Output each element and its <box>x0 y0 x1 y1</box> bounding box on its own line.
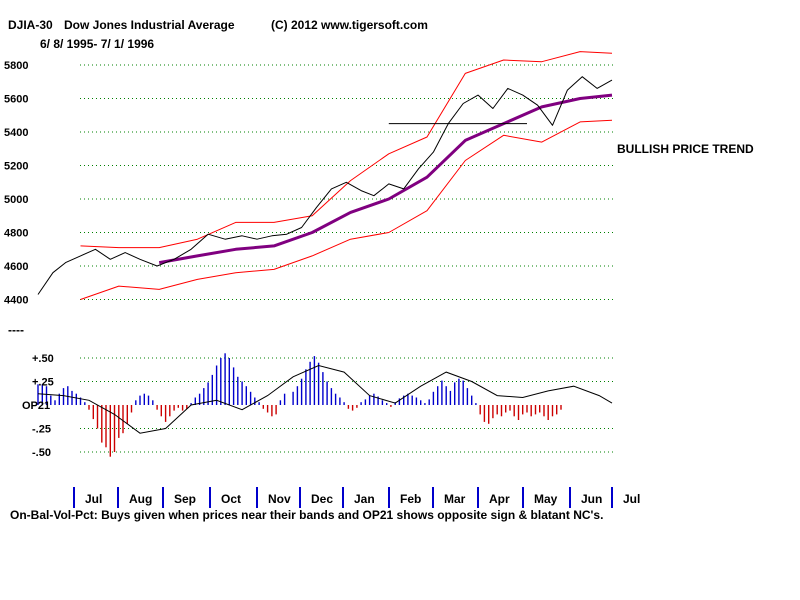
y-tick-label: 5000 <box>4 194 28 206</box>
date-range-label: 6/ 8/ 1995- 7/ 1/ 1996 <box>40 37 154 51</box>
separator-mark: ---- <box>8 323 24 337</box>
trend-annotation: BULLISH PRICE TREND <box>617 142 754 156</box>
symbol-label: DJIA-30 <box>8 18 53 32</box>
month-label: Apr <box>489 492 510 506</box>
price-grid <box>80 64 614 300</box>
y-tick-label: 5400 <box>4 127 28 139</box>
month-label: Oct <box>221 492 241 506</box>
lower-band-line <box>80 119 613 300</box>
month-axis: Jul Aug Sep Oct Nov Dec Jan Feb Mar Apr May Jun Jul <box>73 487 640 508</box>
price-axis: 4400 4600 4800 5000 5200 5400 5600 5800 <box>4 60 28 307</box>
price-series <box>37 76 613 295</box>
y-tick-label: 4400 <box>4 295 28 307</box>
y-tick-label: 4800 <box>4 228 28 240</box>
chart-title: Dow Jones Industrial Average <box>64 18 235 32</box>
month-label: Aug <box>129 492 152 506</box>
footnote: On-Bal-Vol-Pct: Buys given when prices n… <box>10 508 603 522</box>
osc-tick-label: OP21 <box>22 400 50 412</box>
y-tick-label: 4600 <box>4 261 28 273</box>
y-tick-label: 5200 <box>4 161 28 173</box>
osc-tick-label: +.50 <box>32 353 54 365</box>
y-tick-label: 5600 <box>4 94 28 106</box>
osc-tick-label: +.25 <box>32 377 54 389</box>
price-line <box>37 76 613 295</box>
oscillator-bars <box>37 353 562 457</box>
oscillator-grid <box>80 357 614 453</box>
bollinger-bands <box>80 51 613 300</box>
oscillator-signal <box>37 364 613 434</box>
month-label: Jun <box>581 492 602 506</box>
month-label: Feb <box>400 492 421 506</box>
month-label: Nov <box>268 492 291 506</box>
moving-average <box>158 93 613 265</box>
y-tick-label: 5800 <box>4 60 28 72</box>
month-label: Dec <box>311 492 333 506</box>
upper-band-line <box>80 51 613 249</box>
oscillator-axis: +.50 +.25 OP21 -.25 -.50 <box>22 353 54 459</box>
month-label: Jan <box>354 492 375 506</box>
osc-tick-label: -.50 <box>32 447 51 459</box>
month-label: May <box>534 492 558 506</box>
month-label: Sep <box>174 492 196 506</box>
moving-average-line <box>158 93 613 265</box>
month-label: Mar <box>444 492 466 506</box>
month-label: Jul <box>85 492 102 506</box>
osc-signal-line <box>37 364 613 434</box>
osc-tick-label: -.25 <box>32 424 51 436</box>
month-label: Jul <box>623 492 640 506</box>
copyright-label: (C) 2012 www.tigersoft.com <box>271 18 428 32</box>
